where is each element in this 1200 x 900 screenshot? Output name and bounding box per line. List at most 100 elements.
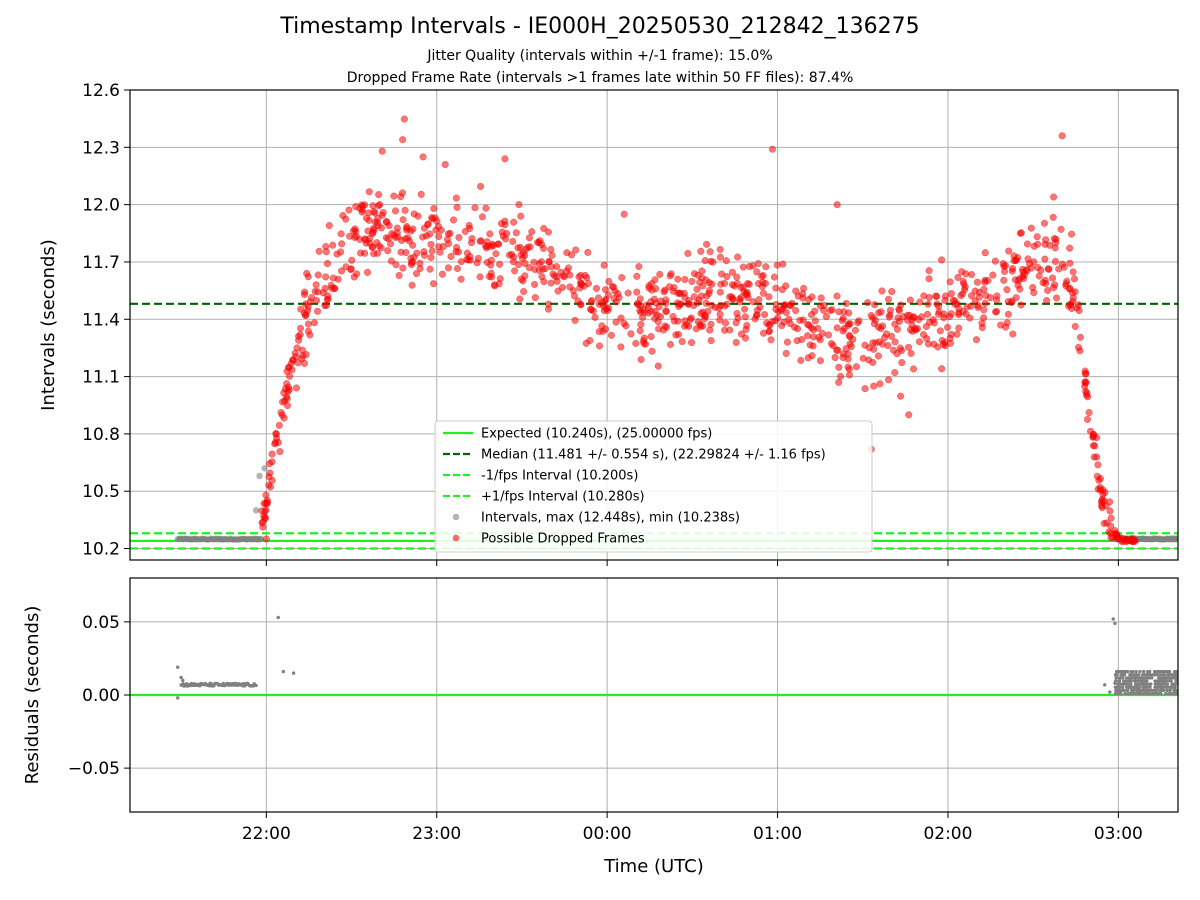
dropped-frame-point <box>361 249 369 257</box>
dropped-frame-point <box>674 275 682 283</box>
dropped-frame-point <box>736 295 744 303</box>
dropped-frame-point <box>742 290 750 298</box>
dropped-frame-point <box>390 192 398 200</box>
dropped-frame-point <box>842 299 850 308</box>
residual-point <box>1114 676 1118 680</box>
dropped-frame-point <box>516 295 524 303</box>
dropped-frame-point <box>878 287 886 295</box>
dropped-frame-point <box>811 317 819 325</box>
intervals-ytick-label: 10.8 <box>82 425 120 445</box>
dropped-frame-point <box>410 210 418 218</box>
dropped-frame-point <box>716 253 724 261</box>
residual-point <box>1133 679 1137 683</box>
residuals-xtick-label: 01:00 <box>753 824 802 844</box>
dropped-frame-point <box>655 325 663 333</box>
jitter-quality-subtitle: Jitter Quality (intervals within +/-1 fr… <box>427 48 773 64</box>
dropped-frame-point <box>670 284 678 292</box>
dropped-frame-point <box>1098 504 1106 512</box>
dropped-frame-point <box>1037 266 1045 274</box>
dropped-frame-point <box>778 286 786 294</box>
intervals-ytick-label: 10.2 <box>82 540 120 560</box>
dropped-frame-point <box>1016 285 1024 293</box>
dropped-frame-point <box>541 265 549 273</box>
dropped-frame-point <box>672 331 680 339</box>
dropped-frame-point <box>754 280 763 288</box>
dropped-frame-point <box>1093 453 1101 461</box>
dropped-frame-point <box>726 326 734 334</box>
dropped-frame-point <box>1111 529 1119 537</box>
legend: Expected (10.240s), (25.00000 fps) Median… <box>434 420 873 553</box>
dropped-frame-point <box>762 263 770 271</box>
dropped-frame-point <box>435 233 443 241</box>
dropped-frame-point <box>839 327 847 335</box>
residual-point <box>1141 682 1145 686</box>
residual-point <box>1164 679 1169 683</box>
residual-point <box>1142 679 1146 683</box>
dropped-frame-point <box>809 333 817 341</box>
dropped-frame-point <box>654 362 662 370</box>
residual-point <box>1161 682 1166 686</box>
dropped-frame-point <box>1009 264 1017 273</box>
dropped-frame-point <box>1114 535 1122 543</box>
dropped-frame-point <box>1053 294 1061 302</box>
residual-point <box>1129 679 1133 683</box>
residual-point <box>1153 670 1158 674</box>
dropped-frame-point <box>980 314 988 322</box>
residual-point <box>1160 670 1165 674</box>
dropped-frame-point <box>749 298 757 306</box>
dropped-frame-point <box>554 287 562 295</box>
residuals-ytick-label: 0.05 <box>82 613 120 633</box>
dropped-frame-point <box>1070 275 1079 283</box>
legend-marker-swatch <box>452 513 460 521</box>
dropped-frame-point <box>409 258 417 266</box>
dropped-frame-point <box>955 324 963 332</box>
dropped-frame-point <box>351 233 359 241</box>
dropped-frame-point <box>1023 240 1032 248</box>
dropped-frame-point <box>1024 255 1032 263</box>
dropped-frame-point <box>463 249 471 257</box>
dropped-frame-point <box>444 264 452 272</box>
dropped-frame-point <box>936 327 944 335</box>
dropped-frame-point <box>337 267 345 275</box>
dropped-frame-point <box>699 322 707 330</box>
dropped-frame-point <box>635 262 643 271</box>
dropped-frame-point <box>734 314 742 322</box>
dropped-frame-point <box>874 323 882 331</box>
dropped-frame-point <box>916 298 924 306</box>
dropped-frame-point <box>1106 507 1114 515</box>
dropped-frame-point <box>633 272 641 280</box>
dropped-frame-point <box>321 301 329 310</box>
dropped-frame-point <box>328 284 336 292</box>
dropped-frame-point <box>457 258 465 266</box>
residual-point <box>181 678 185 683</box>
residual-point <box>1159 688 1163 693</box>
dropped-frame-point <box>1046 241 1054 249</box>
dropped-frame-point <box>893 325 901 333</box>
dropped-frame-point <box>975 288 983 296</box>
dropped-frame-point <box>681 317 689 325</box>
dropped-frame-point <box>1027 224 1035 232</box>
dropped-frame-point <box>601 286 610 294</box>
residual-point <box>1103 683 1107 687</box>
residual-point <box>1125 670 1130 674</box>
dropped-frame-point <box>465 221 473 230</box>
dropped-frame-point <box>670 317 678 325</box>
dropped-frame-point <box>428 247 436 255</box>
dropped-frame-point <box>420 224 429 232</box>
dropped-frame-point <box>519 277 527 285</box>
dropped-frame-point <box>430 204 438 213</box>
dropped-frame-point <box>881 334 889 342</box>
dropped-frame-point <box>476 237 484 245</box>
dropped-frame-point <box>772 284 780 292</box>
dropped-frame-point <box>591 313 599 321</box>
residual-point <box>1139 682 1143 686</box>
dropped-frame-point <box>855 317 863 325</box>
dropped-frame-point <box>640 334 648 342</box>
dropped-frame-point <box>518 254 527 262</box>
dropped-frame-point <box>599 299 607 307</box>
dropped-frame-point <box>1060 263 1068 271</box>
dropped-frame-point <box>806 341 814 349</box>
dropped-frame-point <box>633 288 641 296</box>
dropped-frame-point <box>457 275 465 283</box>
dropped-frame-point <box>688 277 696 285</box>
